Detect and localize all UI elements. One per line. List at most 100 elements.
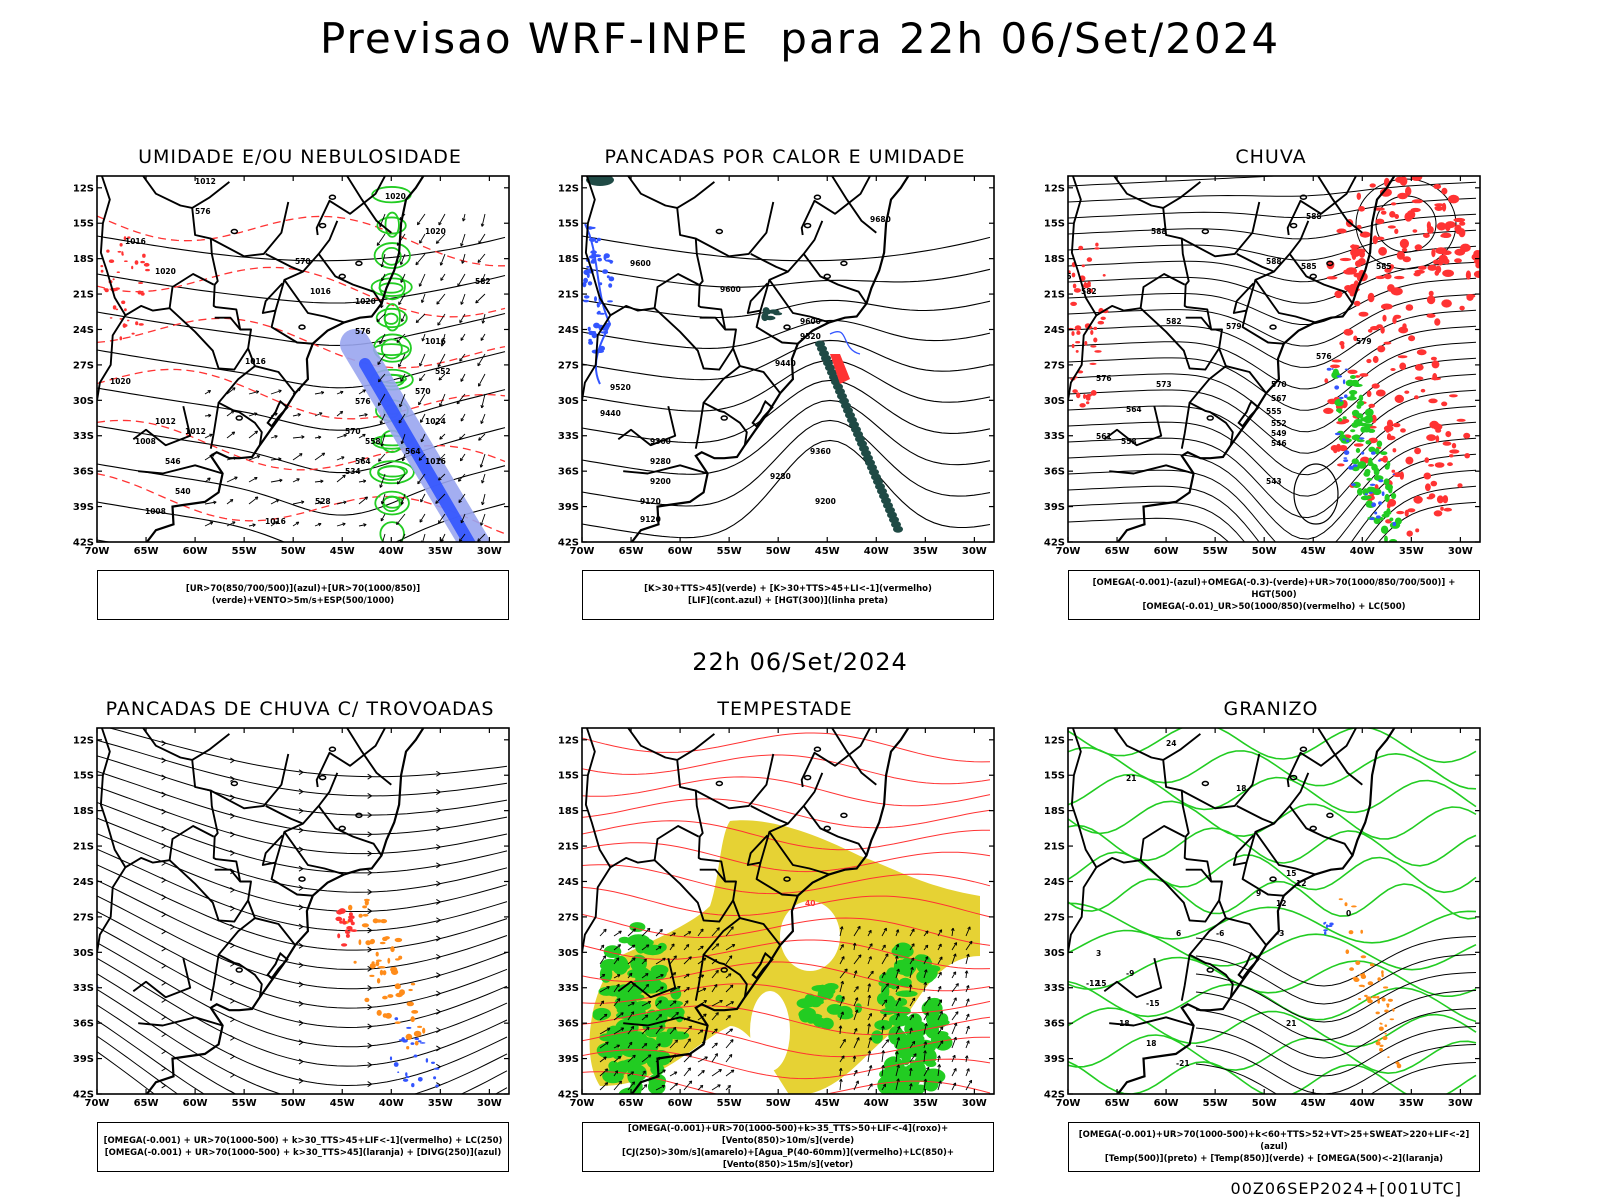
- rain-area-red: [1083, 394, 1086, 399]
- thickness-dot: [138, 323, 144, 326]
- contour-label: 3: [1096, 949, 1101, 958]
- thickness-dot: [108, 259, 115, 263]
- rain-area-red: [1430, 377, 1441, 381]
- rain-area-red: [1431, 360, 1440, 369]
- political-border: [283, 279, 345, 324]
- wind850-green: [617, 1062, 628, 1075]
- wind-vector-850: [669, 955, 677, 965]
- wind-vector-850: [613, 944, 621, 951]
- streamline-arrow: [161, 825, 167, 832]
- contour-label: 576: [195, 207, 211, 216]
- wind-vector-850: [965, 985, 970, 993]
- streamline-arrow: [367, 1081, 373, 1088]
- lake-outline: [230, 780, 239, 787]
- rain-area-red: [1431, 248, 1436, 258]
- lon-tick-label: 70W: [570, 546, 595, 557]
- divergence-blue: [83, 896, 87, 902]
- wind-vector-850-head: [854, 997, 859, 1001]
- lake-outline: [813, 746, 822, 753]
- wind-vector-850: [627, 944, 636, 951]
- wind-vector-head: [209, 433, 213, 438]
- plot-border: [1067, 175, 1481, 543]
- rain-area-red: [1402, 256, 1411, 263]
- political-border: [653, 859, 734, 923]
- wind-vector-850-head: [910, 957, 915, 961]
- contour-label: 1024: [425, 417, 446, 426]
- political-border: [270, 310, 313, 345]
- panel-chuva: CHUVA 588 588 588 585 585 585 582 582 579 579 576 5…: [1026, 146, 1516, 626]
- lif-dot: [599, 282, 603, 286]
- rain-area-red: [1090, 390, 1097, 396]
- rain-area-red: [1381, 303, 1393, 310]
- wind-vector-850-head: [937, 1064, 942, 1068]
- wind-vector-head: [379, 420, 384, 424]
- lat-tick-label: 24S: [558, 877, 579, 888]
- hgt500-contour: [1068, 405, 1477, 497]
- wind-vector-850-head: [620, 1027, 625, 1031]
- wind-vector-850-head: [643, 1084, 648, 1088]
- wind-vector-850: [839, 1078, 842, 1091]
- moisture-green-blob: [487, 287, 496, 301]
- wind-vector: [460, 233, 466, 247]
- lake-outline: [338, 825, 346, 832]
- political-border: [1070, 728, 1186, 869]
- wind-vector-head: [416, 221, 421, 226]
- lon-tick-label: 60W: [668, 1098, 693, 1109]
- thunder-area-orange: [417, 1025, 423, 1028]
- contour-label: 1020: [355, 297, 376, 306]
- wind-vector: [438, 453, 446, 461]
- lat-tick-label: 21S: [558, 842, 579, 853]
- thickness-dot: [145, 268, 150, 272]
- divergence-blue: [75, 1000, 80, 1005]
- temp850-contour: [1068, 980, 1477, 1023]
- wind-vector-850: [683, 1025, 692, 1035]
- omega500-orange: [1056, 924, 1059, 927]
- political-border: [1162, 181, 1201, 209]
- contour-label: -15: [1146, 999, 1160, 1008]
- contour-label: 15: [1096, 979, 1106, 988]
- wind-vector-head: [295, 521, 300, 526]
- wind-vector-850-head: [839, 1078, 843, 1082]
- wind850-green: [916, 969, 935, 984]
- wind-vector-head: [419, 363, 423, 367]
- rain-area-red: [1392, 448, 1397, 453]
- thickness-dot: [131, 332, 135, 335]
- political-border: [1288, 253, 1354, 305]
- wind-vector-head: [419, 240, 423, 244]
- contour-label: 540: [175, 487, 191, 496]
- wind-vector-850: [951, 942, 957, 951]
- omega500-orange: [1381, 973, 1384, 978]
- rain-area-red: [1441, 401, 1448, 407]
- rain-area-red: [1371, 383, 1380, 389]
- rain-area-blue: [1378, 479, 1384, 483]
- map-content: 1012102010201016102010161020101610161024…: [97, 176, 506, 542]
- wind-vector-850: [599, 928, 607, 937]
- rain-area-red: [1334, 290, 1343, 299]
- wind-vector: [441, 333, 446, 347]
- rain-area-red: [1435, 428, 1442, 433]
- rain-area-red: [1358, 206, 1365, 212]
- omega500-orange: [1344, 902, 1348, 907]
- wind-vector-850: [613, 1080, 622, 1091]
- wind-vector-850: [881, 1039, 889, 1049]
- streamline-arrow: [298, 942, 304, 949]
- wind-vector-head: [417, 480, 421, 485]
- wind-vector-850: [683, 1080, 693, 1091]
- rain-area-red: [1445, 431, 1452, 438]
- wind-vector-850: [711, 1000, 723, 1007]
- divergence-blue: [88, 995, 91, 998]
- rain-area-blue: [1376, 515, 1381, 519]
- wind-vector-850: [697, 945, 704, 951]
- wind-vector-head: [207, 477, 211, 481]
- contour-label: 585: [1376, 262, 1392, 271]
- wind850-green: [899, 977, 912, 988]
- wind-vector: [292, 478, 300, 483]
- divergence-blue: [87, 978, 91, 980]
- lat-tick-label: 36S: [558, 1019, 579, 1030]
- contour-label: 40: [805, 899, 815, 908]
- wind-vector-850: [839, 1025, 842, 1035]
- divergence-blue: [81, 926, 84, 930]
- thunder-area-orange: [380, 919, 388, 924]
- thunder-area-orange: [410, 1016, 415, 1023]
- divergence-blue: [397, 1071, 400, 1073]
